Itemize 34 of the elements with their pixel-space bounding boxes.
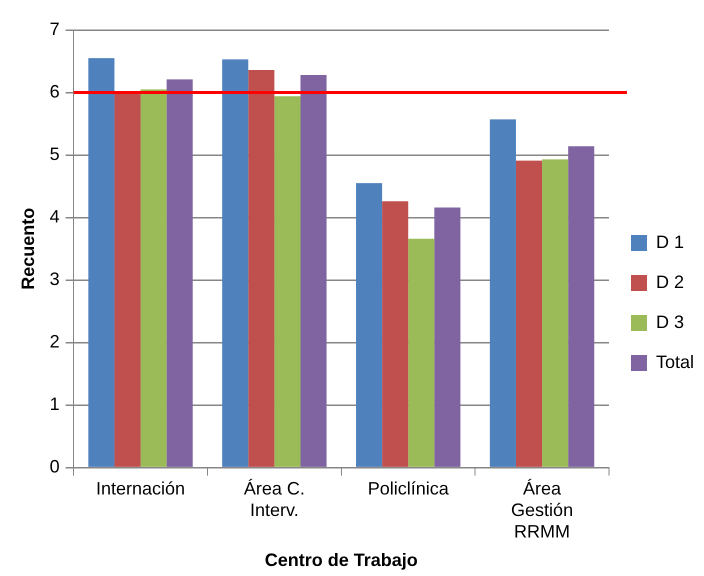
legend-label: D 1	[656, 232, 684, 252]
bar	[516, 160, 542, 467]
bar	[274, 96, 300, 467]
bar	[88, 58, 114, 467]
y-tick-label: 6	[50, 81, 60, 102]
bar	[140, 89, 167, 467]
x-tick-label: Área C. Interv.	[244, 478, 305, 520]
y-tick-label: 5	[50, 144, 60, 164]
bar	[222, 59, 248, 467]
bar	[114, 92, 141, 467]
bar	[248, 70, 274, 467]
legend-label: D 3	[656, 312, 684, 332]
x-tick-label: Área Gestión RRMM	[511, 478, 574, 542]
y-tick-label: 7	[50, 18, 60, 39]
x-axis-title: Centro de Trabajo	[264, 550, 418, 570]
y-tick-label: 2	[50, 332, 60, 352]
legend-label: D 2	[656, 272, 684, 292]
x-tick-label: Internación	[96, 478, 186, 498]
bar	[542, 159, 568, 467]
bar	[382, 201, 408, 467]
bar	[408, 238, 434, 467]
y-tick-label: 0	[50, 456, 60, 477]
legend-label: Total	[656, 352, 694, 372]
y-tick-label: 4	[50, 206, 60, 227]
y-tick-label: 3	[50, 269, 60, 290]
x-tick-label: Policlínica	[368, 478, 450, 498]
y-axis-title: Recuento	[18, 208, 38, 290]
bar	[434, 208, 460, 467]
y-tick-label: 1	[50, 394, 60, 414]
bar	[300, 75, 327, 467]
bar	[166, 79, 193, 467]
bar	[490, 119, 516, 467]
bar	[356, 183, 382, 467]
bar	[568, 146, 594, 467]
